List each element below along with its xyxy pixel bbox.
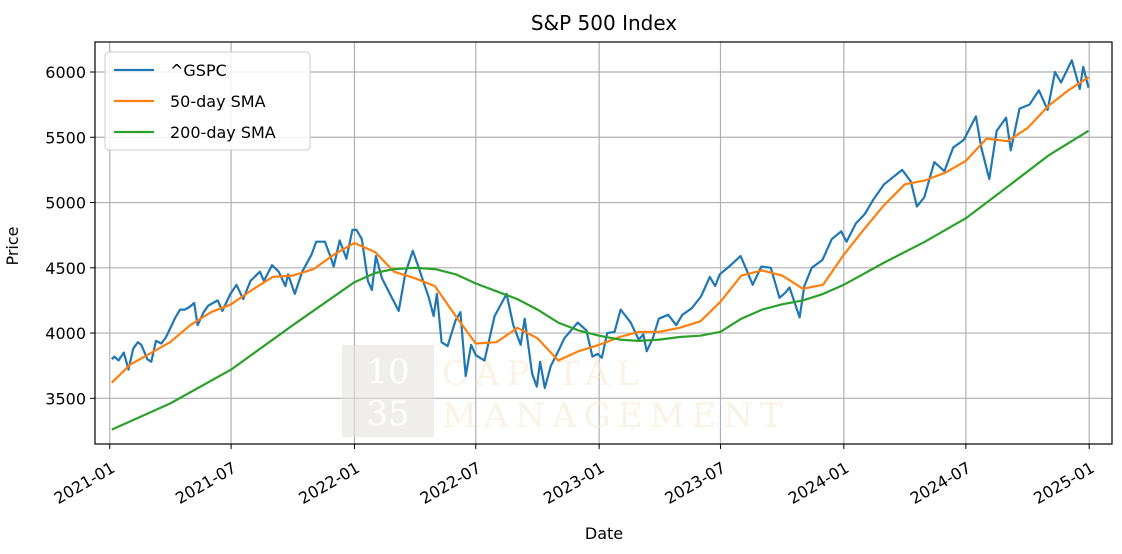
plot-frame — [94, 41, 1113, 445]
legend-label: 200-day SMA — [170, 123, 276, 142]
y-tick-label: 6000 — [45, 63, 86, 82]
y-tick-label: 4500 — [45, 259, 86, 278]
legend-box — [104, 51, 311, 151]
legend: ^GSPC 50-day SMA 200-day SMA — [104, 51, 311, 151]
grid — [95, 42, 1112, 444]
legend-label: 50-day SMA — [170, 92, 266, 111]
lines — [111, 59, 1090, 431]
chart-title: S&P 500 Index — [531, 11, 677, 35]
axes — [94, 41, 1113, 445]
y-tick-label: 5500 — [45, 128, 86, 147]
watermark: 10 35 CAPITAL MANAGEMENT — [342, 345, 790, 437]
series-line-50-day-sma — [111, 76, 1090, 384]
y-tick-label: 5000 — [45, 194, 86, 213]
series-line-gspc — [111, 59, 1090, 389]
watermark-digits-bottom: 35 — [366, 394, 409, 434]
y-axis-title: Price — [3, 226, 22, 265]
watermark-logo-box — [342, 345, 434, 437]
x-axis-title: Date — [585, 524, 623, 543]
watermark-digits-top: 10 — [366, 352, 409, 392]
y-tick-label: 3500 — [45, 389, 86, 408]
legend-label: ^GSPC — [170, 61, 227, 80]
watermark-word-bottom: MANAGEMENT — [442, 396, 790, 436]
y-tick-label: 4000 — [45, 324, 86, 343]
watermark-word-top: CAPITAL — [442, 354, 646, 394]
series-line-200-day-sma — [111, 129, 1090, 431]
